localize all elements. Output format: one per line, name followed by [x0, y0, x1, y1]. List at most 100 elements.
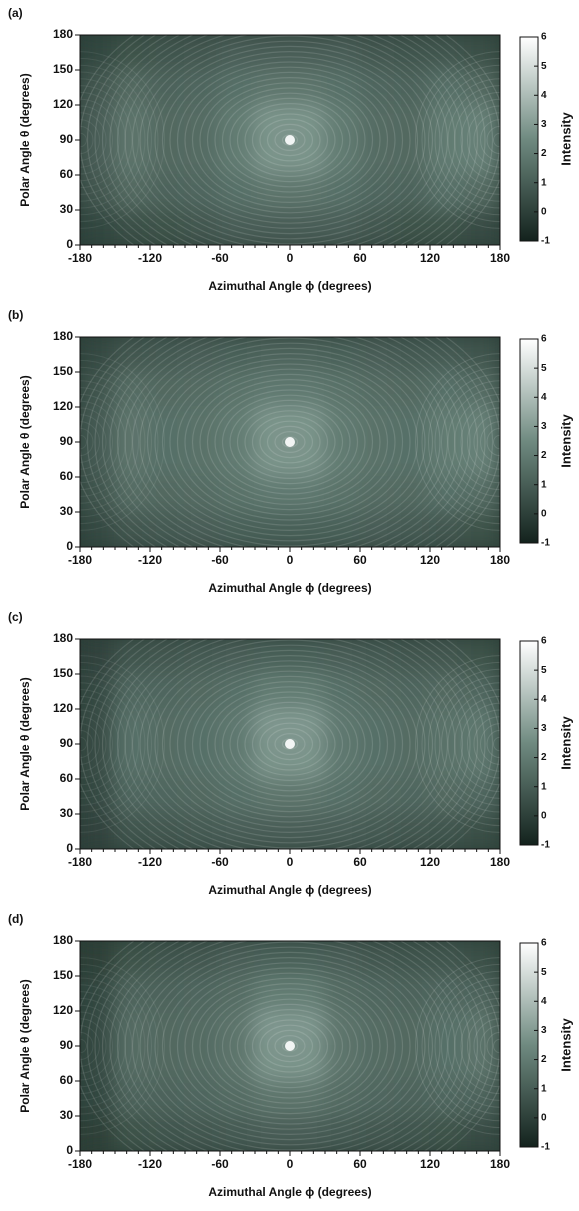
fringe	[80, 668, 152, 820]
fringe	[124, 337, 456, 547]
fringe	[467, 407, 500, 477]
fringe	[454, 393, 500, 491]
fringe	[80, 414, 107, 470]
heatmap-cell	[254, 1045, 291, 1082]
y-axis-title: Polar Angle θ (degrees)	[18, 677, 32, 810]
heatmap-cell	[114, 1010, 151, 1047]
y-tick-label: 30	[60, 504, 74, 518]
fringe	[236, 102, 344, 178]
cells	[80, 35, 500, 245]
heatmap-cell	[359, 941, 396, 977]
heatmap-cell	[289, 813, 326, 849]
center-spot	[285, 1041, 295, 1051]
heatmap-cell	[394, 639, 431, 675]
fringe	[199, 76, 381, 204]
fringe	[206, 82, 374, 198]
heatmap-cell	[394, 35, 431, 71]
heatmap-cell	[80, 708, 116, 745]
heatmap-cell	[359, 1010, 396, 1047]
heatmap-cell	[429, 743, 466, 780]
heatmap-cell	[324, 1080, 361, 1117]
fringe	[80, 723, 100, 765]
fringe	[80, 1011, 113, 1081]
fringe	[251, 1019, 329, 1073]
heatmap-cell	[184, 743, 221, 780]
fringe	[281, 1040, 299, 1052]
heatmap-cell	[80, 476, 116, 513]
heatmap-cell	[394, 1115, 431, 1151]
fringe	[428, 970, 500, 1122]
heatmap-cell	[464, 476, 500, 513]
heatmap-cell	[359, 441, 396, 478]
heatmap-cell	[464, 1045, 500, 1082]
heatmap-cell	[464, 941, 500, 977]
heatmap-cell	[254, 69, 291, 106]
y-axis-title: Polar Angle θ (degrees)	[18, 979, 32, 1112]
heatmap-cell	[254, 174, 291, 211]
colorbar-tick-label: 0	[541, 1112, 547, 1123]
y-tick-label: 60	[60, 469, 74, 483]
heatmap-cell	[464, 209, 500, 245]
fringe	[421, 57, 500, 223]
heatmap-cell	[359, 708, 396, 745]
heatmap-cell	[324, 35, 361, 71]
heatmap-cell	[149, 476, 186, 513]
fringe	[184, 972, 396, 1120]
heatmap-cell	[289, 639, 326, 675]
fringe	[154, 347, 426, 537]
fringe	[421, 963, 500, 1129]
y-tick-label: 60	[60, 1073, 74, 1087]
colorbar-tick-label: 4	[541, 996, 547, 1007]
heatmap-cell	[80, 975, 116, 1012]
heatmap-cell	[219, 708, 256, 745]
heatmap-cell	[184, 1115, 221, 1151]
colorbar-tick-label: 5	[541, 363, 547, 374]
fringe	[80, 78, 139, 202]
heatmap-cell	[114, 371, 151, 408]
fringe	[139, 337, 441, 547]
colorbar	[519, 942, 539, 1148]
x-axis-title: Azimuthal Angle ϕ (degrees)	[208, 279, 371, 293]
heatmap-cell	[464, 511, 500, 547]
heatmap-cell	[324, 778, 361, 815]
heatmap-cell	[80, 743, 116, 780]
heatmap-cell	[184, 174, 221, 211]
fringe	[131, 639, 449, 849]
heatmap-cell	[394, 673, 431, 710]
heatmap	[80, 639, 500, 849]
heatmap-cell	[359, 35, 396, 71]
colorbar-tick-label: 3	[541, 1025, 547, 1036]
fringe	[199, 379, 381, 506]
y-tick-label: 180	[53, 329, 73, 343]
colorbar-tick-label: 0	[541, 810, 547, 821]
fringe	[80, 105, 113, 175]
fringe	[80, 702, 120, 786]
x-tick-label: -120	[138, 855, 162, 869]
x-tick-label: -180	[68, 1157, 92, 1171]
heatmap-cell	[429, 104, 466, 141]
fringe	[199, 982, 381, 1109]
fringe	[124, 35, 456, 245]
fringe	[415, 353, 500, 531]
heatmap-cell	[324, 371, 361, 408]
fringe	[161, 50, 419, 230]
heatmap-cell	[149, 511, 186, 547]
fringe	[154, 951, 426, 1141]
heatmap-cell	[464, 35, 500, 71]
heatmap-cell	[359, 975, 396, 1012]
heatmap-cell	[149, 778, 186, 815]
heatmap-cell	[184, 941, 221, 977]
fringe	[94, 35, 486, 245]
heatmap-cell	[219, 174, 256, 211]
heatmap-cell	[324, 673, 361, 710]
colorbar-tick-label: 6	[541, 938, 547, 949]
heatmap-cell	[114, 708, 151, 745]
heatmap-cell	[114, 406, 151, 443]
fringe	[473, 1018, 500, 1074]
heatmap-cell	[289, 673, 326, 710]
heatmap-cell	[184, 673, 221, 710]
fringe	[486, 729, 500, 759]
fringe	[109, 639, 471, 849]
heatmap-cell	[359, 813, 396, 849]
